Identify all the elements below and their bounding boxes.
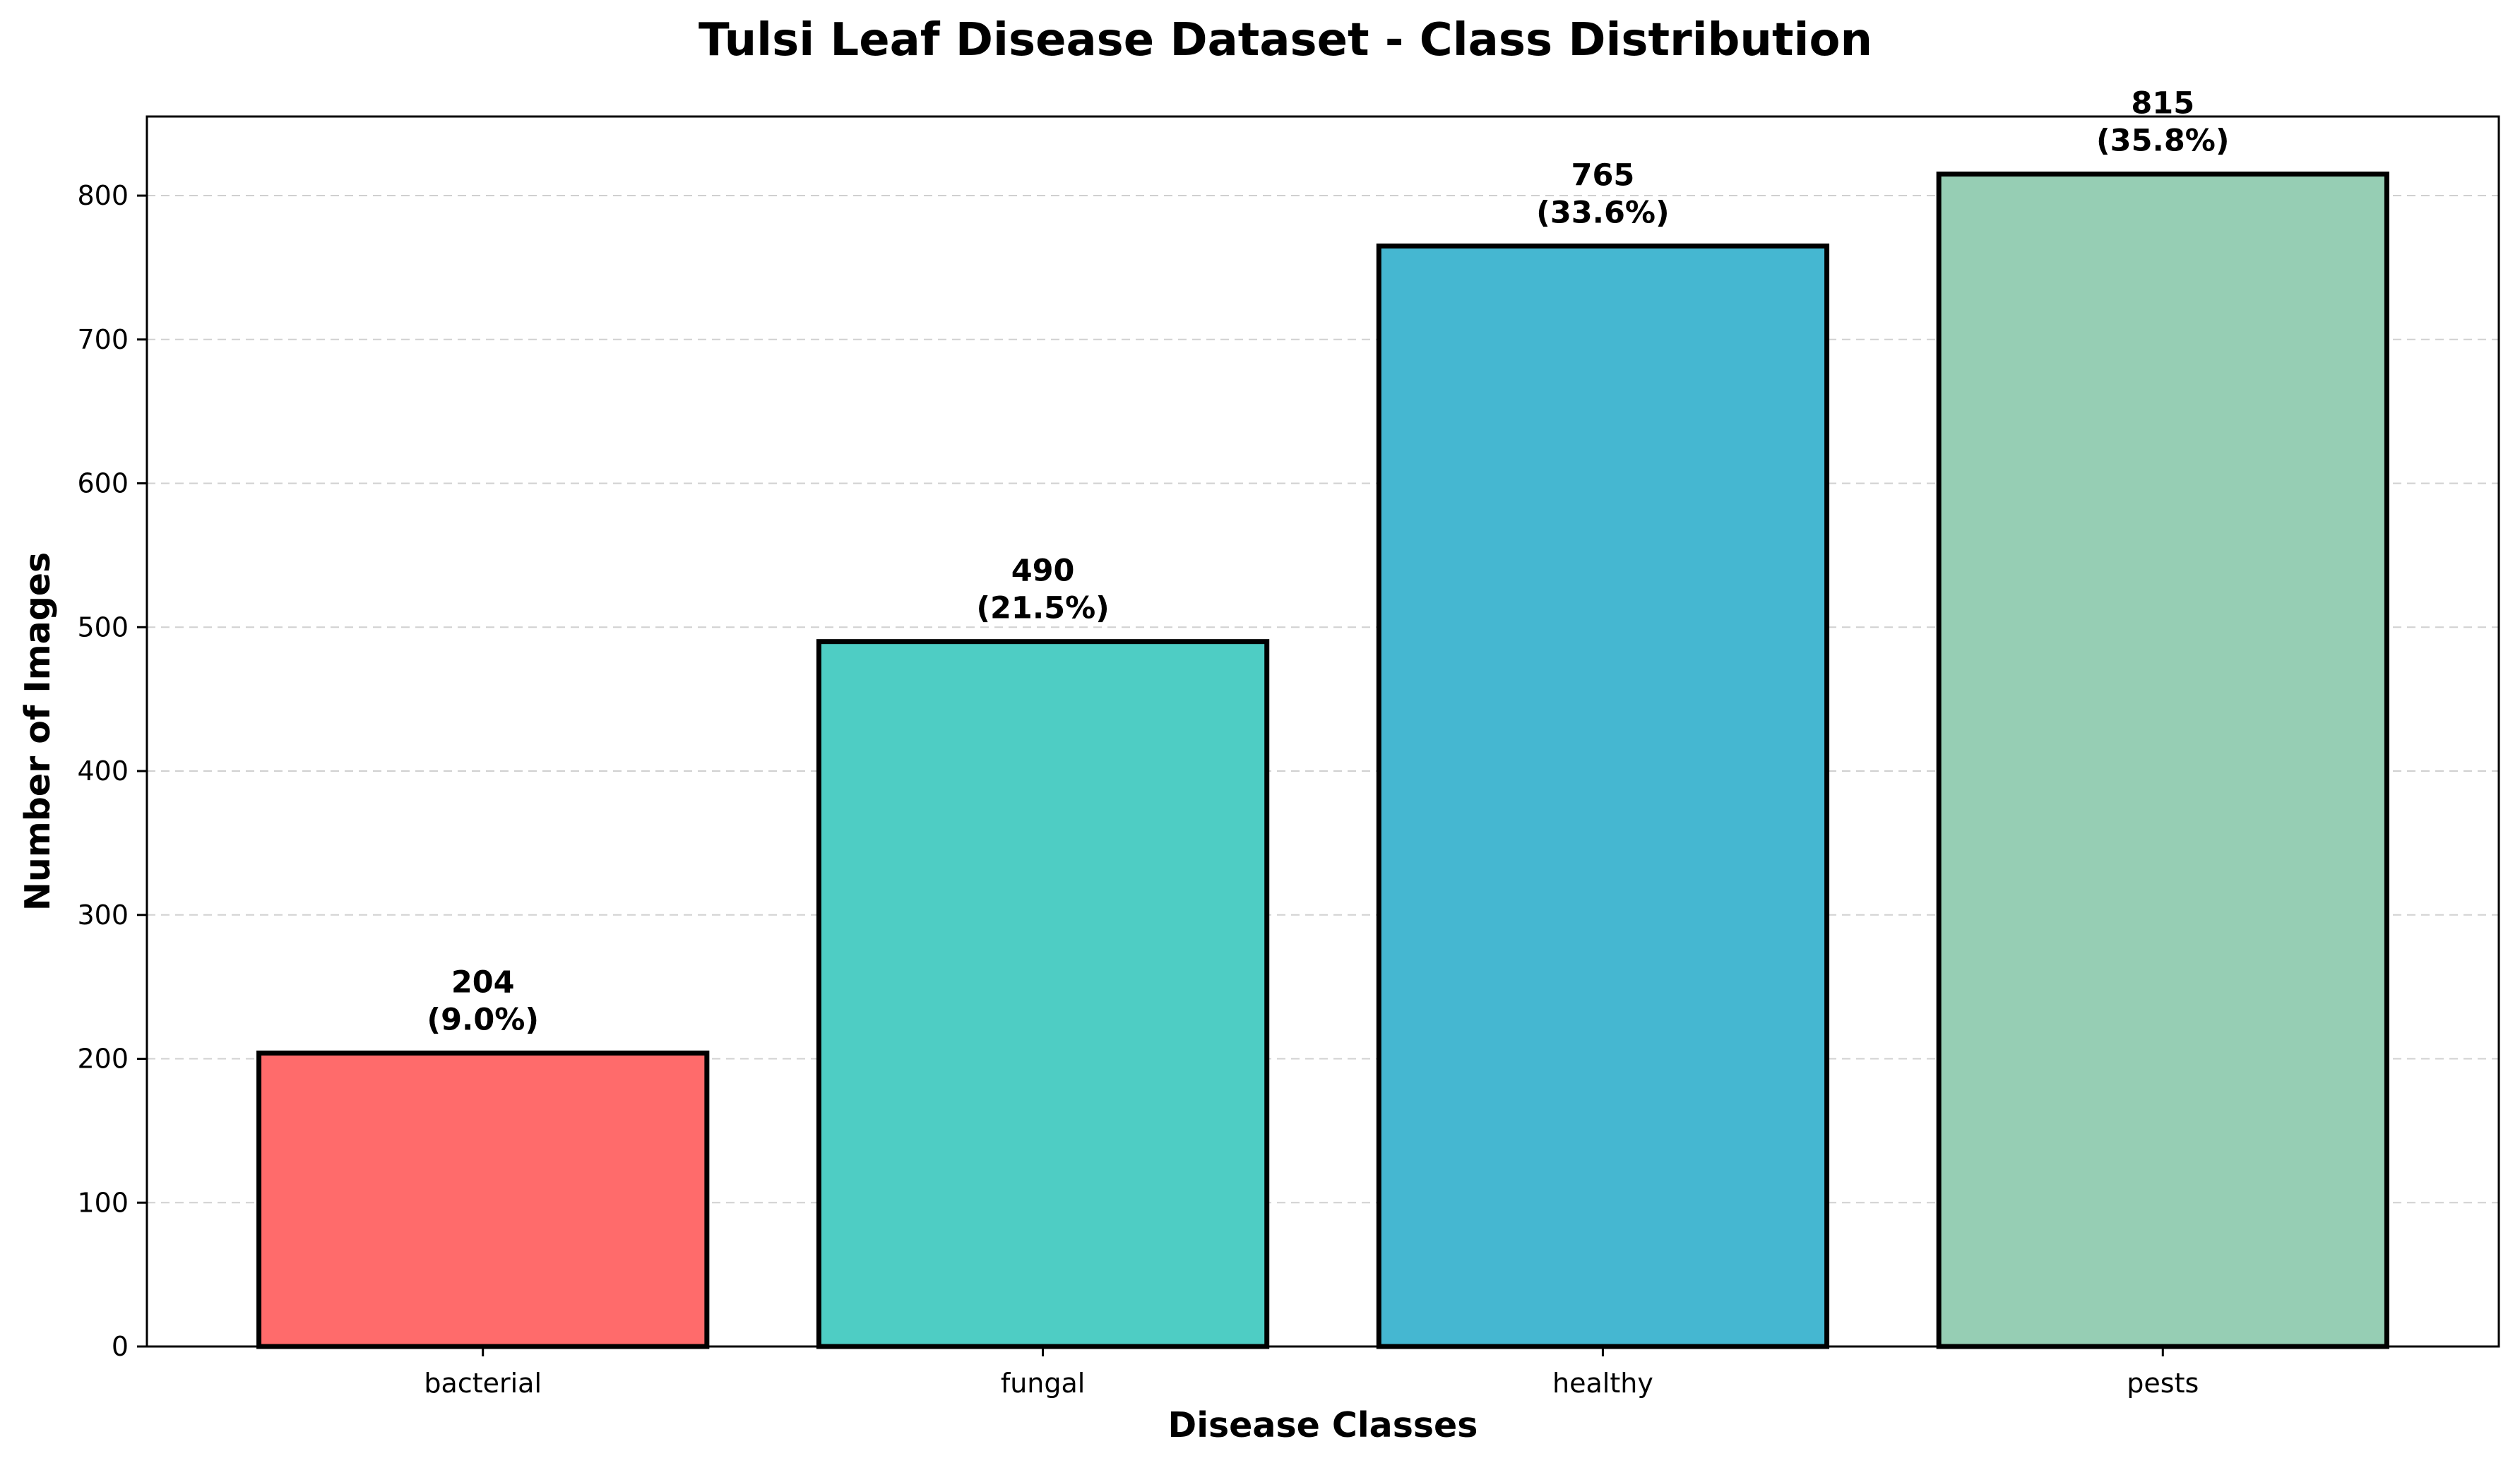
bar-percent-label-healthy: (33.6%) bbox=[1536, 195, 1669, 230]
chart-title: Tulsi Leaf Disease Dataset - Class Distr… bbox=[699, 14, 1872, 66]
bar-healthy bbox=[1376, 243, 1830, 1349]
bar-percent-label-bacterial: (9.0%) bbox=[427, 1002, 539, 1037]
y-tick-label: 100 bbox=[77, 1187, 129, 1218]
x-axis-label: Disease Classes bbox=[1168, 1405, 1478, 1445]
bar-pests bbox=[1936, 171, 2389, 1349]
x-tick-label-healthy: healthy bbox=[1552, 1368, 1653, 1399]
x-tick-label-pests: pests bbox=[2127, 1368, 2199, 1399]
y-tick-label: 500 bbox=[77, 611, 129, 643]
bar-value-label-healthy: 765 bbox=[1571, 157, 1635, 193]
data-labels: 204(9.0%) 490(21.5%) 765(33.6%) 815(35.8%) bbox=[427, 85, 2229, 1037]
bar-value-label-fungal: 490 bbox=[1011, 554, 1075, 589]
bar-percent-label-pests: (35.8%) bbox=[2096, 123, 2229, 158]
bars bbox=[256, 171, 2389, 1349]
plot-frame bbox=[145, 115, 2500, 1348]
x-tick-label-bacterial: bacterial bbox=[424, 1368, 542, 1399]
x-tick-label-fungal: fungal bbox=[1001, 1368, 1086, 1399]
y-axis-label: Number of Images bbox=[18, 552, 58, 911]
y-tick-label: 800 bbox=[77, 180, 129, 211]
y-tick-label: 0 bbox=[112, 1331, 129, 1362]
y-tick-label: 200 bbox=[77, 1044, 129, 1075]
y-tick-label: 300 bbox=[77, 900, 129, 931]
y-tick-label: 600 bbox=[77, 468, 129, 499]
y-tick-label: 400 bbox=[77, 756, 129, 787]
bar-bacterial bbox=[256, 1050, 710, 1349]
bar-percent-label-fungal: (21.5%) bbox=[976, 591, 1109, 626]
y-tick-label: 700 bbox=[77, 324, 129, 355]
bar-value-label-pests: 815 bbox=[2131, 85, 2194, 121]
bar-value-label-bacterial: 204 bbox=[451, 965, 515, 1000]
x-axis: bacterial fungal healthy pests bbox=[424, 1346, 2199, 1399]
bar-fungal bbox=[816, 639, 1270, 1349]
y-axis: 0 100 200 300 400 500 600 700 800 bbox=[77, 180, 147, 1362]
